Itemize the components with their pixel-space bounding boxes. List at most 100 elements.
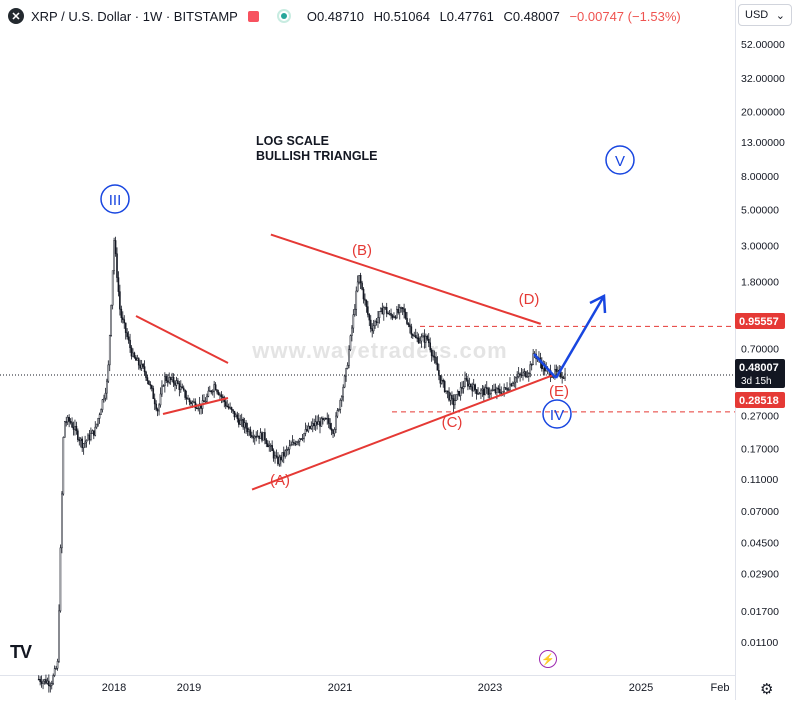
candle-body bbox=[454, 400, 456, 406]
candle-body bbox=[490, 390, 492, 394]
candle-body bbox=[198, 403, 201, 409]
candle-body bbox=[290, 444, 292, 447]
candle-body bbox=[336, 410, 339, 417]
wave-e-leg bbox=[533, 353, 557, 379]
candle-body bbox=[354, 308, 356, 315]
candle-body bbox=[110, 304, 113, 336]
candle-body bbox=[485, 387, 488, 389]
candle-body bbox=[107, 364, 110, 382]
candle-body bbox=[161, 385, 163, 395]
candle-body bbox=[404, 311, 407, 319]
candle-body bbox=[467, 379, 469, 387]
candle-body bbox=[93, 430, 95, 436]
candle-body bbox=[465, 378, 468, 381]
candle-body bbox=[207, 390, 210, 397]
candle-body bbox=[397, 308, 400, 313]
candle-body bbox=[430, 349, 433, 356]
candle-body bbox=[148, 380, 150, 385]
candle-body bbox=[91, 430, 94, 434]
candle-body bbox=[320, 418, 323, 427]
candle-body bbox=[335, 415, 337, 430]
candle-body bbox=[255, 436, 257, 438]
candle-body bbox=[124, 322, 127, 333]
candle-body bbox=[442, 379, 445, 382]
candle-body bbox=[491, 389, 494, 392]
candle-body bbox=[451, 394, 453, 399]
candle-body bbox=[200, 403, 202, 409]
symbol-title[interactable]: XRP / U.S. Dollar · 1W · BITSTAMP bbox=[31, 8, 238, 24]
candle-body bbox=[461, 387, 463, 389]
candle-body bbox=[251, 435, 253, 438]
triangle-line bbox=[251, 374, 554, 491]
flag-icon[interactable] bbox=[247, 10, 259, 22]
tradingview-logo-icon[interactable]: TV bbox=[10, 642, 32, 662]
gear-icon[interactable]: ⚙ bbox=[760, 681, 774, 698]
candle-body bbox=[414, 335, 417, 338]
candle-body bbox=[378, 311, 381, 318]
candle-body bbox=[477, 393, 479, 395]
projection-arrowhead bbox=[589, 294, 607, 314]
candle-body bbox=[209, 390, 211, 392]
candle-body bbox=[383, 307, 385, 315]
candle-body bbox=[224, 401, 227, 407]
candle-body bbox=[100, 409, 102, 415]
candle-body bbox=[478, 393, 481, 395]
currency-select[interactable]: USD ⌄ bbox=[738, 4, 792, 26]
candle-body bbox=[113, 240, 115, 271]
candle-body bbox=[210, 390, 213, 393]
lightning-icon[interactable]: ⚡ bbox=[539, 650, 557, 668]
candle-body bbox=[126, 332, 128, 338]
candle-body bbox=[501, 391, 504, 395]
candle-body bbox=[159, 393, 162, 406]
candle-body bbox=[536, 358, 539, 360]
candle-body bbox=[375, 321, 378, 323]
candle-body bbox=[500, 392, 503, 395]
candle-body bbox=[542, 363, 545, 369]
triangle-lines bbox=[251, 233, 554, 491]
candle-body bbox=[293, 441, 295, 444]
candle-body bbox=[81, 438, 84, 449]
wave-a-label: (A) bbox=[270, 472, 290, 489]
market-status-icon[interactable] bbox=[276, 9, 291, 23]
currency-label: USD bbox=[745, 9, 769, 21]
candle-body bbox=[265, 439, 268, 444]
candle-body bbox=[528, 373, 530, 377]
candle-body bbox=[533, 353, 536, 355]
candle-body bbox=[417, 337, 420, 344]
price-axis[interactable] bbox=[735, 0, 800, 700]
candle-body bbox=[171, 376, 173, 381]
candle-body bbox=[304, 429, 307, 434]
candle-body bbox=[277, 456, 279, 465]
candle-body bbox=[122, 317, 124, 320]
candle-body bbox=[359, 274, 362, 284]
candle-body bbox=[168, 377, 170, 383]
candle-body bbox=[106, 380, 108, 394]
projection-arrow bbox=[554, 295, 606, 379]
candle-body bbox=[104, 392, 107, 399]
candle-body bbox=[239, 419, 242, 425]
candle-body bbox=[264, 432, 266, 441]
candle-body bbox=[517, 373, 520, 377]
candle-body bbox=[245, 422, 247, 429]
candle-body bbox=[367, 306, 369, 315]
candle-body bbox=[294, 442, 297, 445]
candle-body bbox=[561, 376, 563, 379]
candle-body bbox=[133, 352, 136, 358]
candle-body bbox=[223, 397, 226, 402]
candle-body bbox=[362, 288, 365, 300]
candle-body bbox=[123, 319, 126, 324]
candle-body bbox=[387, 313, 389, 315]
candle-body bbox=[420, 336, 423, 342]
time-axis[interactable] bbox=[0, 675, 735, 701]
candle-body bbox=[522, 372, 524, 376]
candle-body bbox=[306, 429, 308, 432]
candle-body bbox=[348, 349, 350, 366]
candle-body bbox=[390, 313, 392, 316]
candle-body bbox=[470, 383, 472, 388]
candle-body bbox=[393, 316, 395, 318]
candle-body bbox=[449, 394, 452, 401]
candle-body bbox=[441, 379, 443, 384]
candle-body bbox=[227, 406, 230, 409]
candle-body bbox=[516, 376, 519, 379]
